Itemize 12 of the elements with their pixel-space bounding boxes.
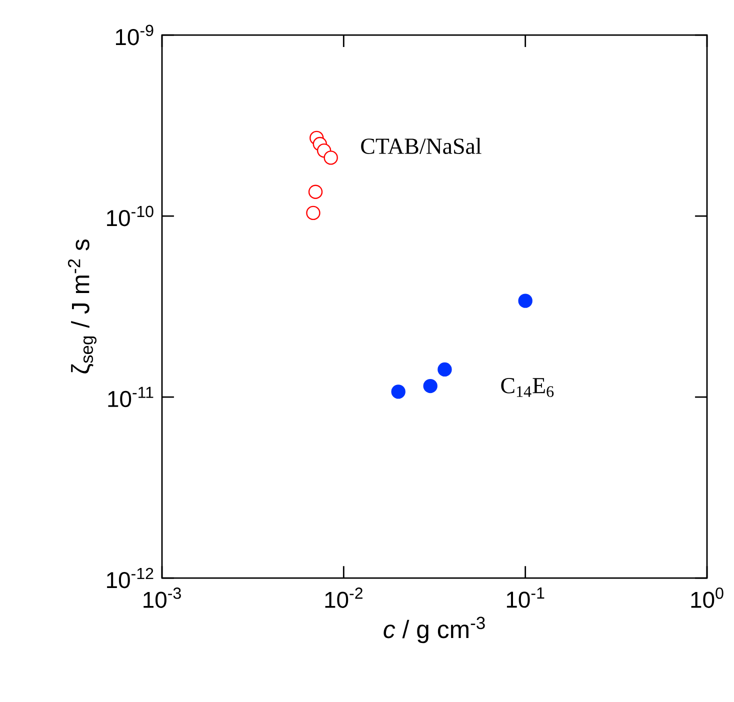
x-tick-label: 10$^{-1}$ <box>506 588 544 608</box>
x-axis-title: c / g cm$^{-3}$ <box>384 616 485 644</box>
text: C$_{14}$E$_{6}$ <box>501 378 554 397</box>
x-tick-label: 10$^{-3}$ <box>144 588 181 608</box>
y-axis-title: ζ$_{seg}$ / J m$^{-2}$ s <box>68 240 96 374</box>
y-tick-label: 10$^{-11}$ <box>108 386 154 408</box>
x-tick-label: 10$^{0}$ <box>691 588 724 608</box>
x-tick-label: 10$^{-2}$ <box>325 588 362 608</box>
y-tick-label: 10$^{-12}$ <box>107 568 154 588</box>
y-tick-label: 10$^{-10}$ <box>107 206 154 226</box>
y-tick-label: 10$^{-9}$ <box>116 24 154 46</box>
series-label: CTAB/NaSal <box>361 138 482 154</box>
